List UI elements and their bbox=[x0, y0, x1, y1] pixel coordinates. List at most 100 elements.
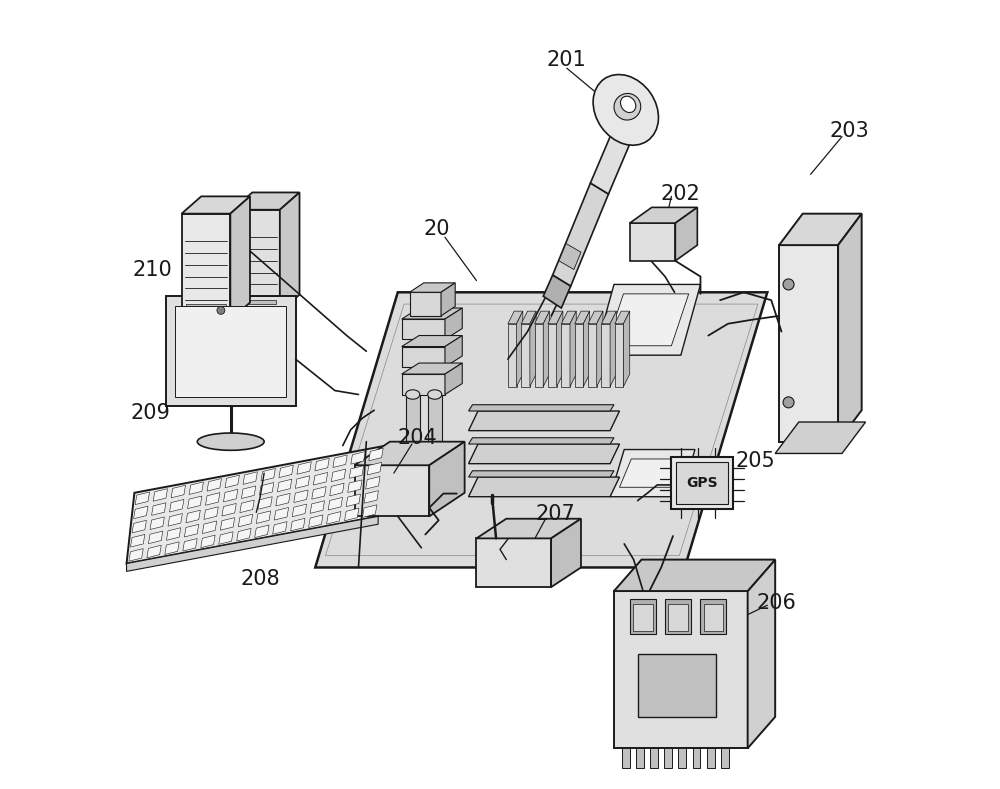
Ellipse shape bbox=[614, 93, 641, 120]
Polygon shape bbox=[148, 531, 163, 544]
Polygon shape bbox=[367, 462, 382, 475]
Polygon shape bbox=[561, 323, 570, 387]
Polygon shape bbox=[348, 480, 362, 492]
Polygon shape bbox=[366, 477, 380, 489]
Polygon shape bbox=[622, 748, 630, 768]
Polygon shape bbox=[255, 525, 269, 537]
Polygon shape bbox=[508, 323, 517, 387]
Polygon shape bbox=[127, 516, 378, 571]
Polygon shape bbox=[219, 532, 233, 544]
Polygon shape bbox=[636, 748, 644, 768]
Polygon shape bbox=[206, 492, 220, 505]
Polygon shape bbox=[521, 311, 536, 323]
Polygon shape bbox=[548, 311, 563, 323]
Polygon shape bbox=[614, 559, 775, 591]
Polygon shape bbox=[575, 311, 590, 323]
Polygon shape bbox=[182, 214, 230, 320]
Polygon shape bbox=[273, 522, 287, 534]
Polygon shape bbox=[186, 304, 226, 308]
Polygon shape bbox=[222, 503, 236, 516]
Polygon shape bbox=[838, 214, 862, 442]
Polygon shape bbox=[623, 311, 630, 387]
Polygon shape bbox=[601, 311, 616, 323]
Text: 208: 208 bbox=[240, 569, 280, 589]
Polygon shape bbox=[521, 323, 530, 387]
Polygon shape bbox=[779, 245, 838, 442]
Polygon shape bbox=[620, 459, 683, 488]
Circle shape bbox=[783, 397, 794, 408]
Polygon shape bbox=[402, 335, 462, 346]
Polygon shape bbox=[240, 500, 254, 513]
Polygon shape bbox=[615, 311, 630, 323]
Polygon shape bbox=[237, 529, 251, 541]
Polygon shape bbox=[665, 599, 691, 634]
Polygon shape bbox=[333, 455, 347, 468]
Polygon shape bbox=[132, 520, 146, 533]
Polygon shape bbox=[704, 604, 723, 631]
Polygon shape bbox=[175, 305, 286, 397]
Polygon shape bbox=[184, 525, 199, 537]
Polygon shape bbox=[292, 504, 307, 517]
Polygon shape bbox=[779, 214, 862, 245]
Polygon shape bbox=[668, 604, 688, 631]
Polygon shape bbox=[152, 503, 166, 515]
Polygon shape bbox=[276, 493, 290, 506]
Polygon shape bbox=[168, 514, 182, 526]
Polygon shape bbox=[188, 496, 202, 509]
Polygon shape bbox=[134, 507, 148, 518]
Polygon shape bbox=[615, 323, 623, 387]
Text: 203: 203 bbox=[830, 122, 870, 141]
Polygon shape bbox=[535, 323, 543, 387]
Polygon shape bbox=[476, 518, 581, 538]
Polygon shape bbox=[165, 542, 179, 555]
Polygon shape bbox=[183, 539, 197, 551]
Polygon shape bbox=[147, 545, 161, 558]
Text: 20: 20 bbox=[424, 219, 450, 239]
Polygon shape bbox=[557, 311, 563, 387]
Polygon shape bbox=[594, 284, 700, 355]
Polygon shape bbox=[258, 497, 272, 509]
Polygon shape bbox=[294, 490, 308, 503]
Polygon shape bbox=[166, 528, 181, 540]
Polygon shape bbox=[241, 486, 256, 499]
Polygon shape bbox=[402, 374, 445, 394]
Polygon shape bbox=[243, 472, 257, 484]
Polygon shape bbox=[721, 748, 729, 768]
Polygon shape bbox=[406, 394, 420, 442]
Polygon shape bbox=[325, 304, 758, 555]
Text: 201: 201 bbox=[547, 50, 587, 70]
Polygon shape bbox=[328, 497, 343, 510]
Polygon shape bbox=[220, 518, 235, 530]
Polygon shape bbox=[606, 294, 689, 346]
Polygon shape bbox=[310, 501, 325, 514]
Polygon shape bbox=[204, 507, 218, 519]
Polygon shape bbox=[331, 469, 346, 481]
Text: 206: 206 bbox=[757, 593, 797, 613]
Polygon shape bbox=[675, 208, 697, 261]
Polygon shape bbox=[676, 462, 728, 504]
Ellipse shape bbox=[593, 74, 658, 145]
Polygon shape bbox=[410, 282, 455, 292]
Polygon shape bbox=[597, 311, 603, 387]
Polygon shape bbox=[223, 489, 238, 502]
Polygon shape bbox=[402, 346, 445, 367]
Polygon shape bbox=[259, 483, 274, 495]
Polygon shape bbox=[551, 518, 581, 587]
Polygon shape bbox=[469, 438, 614, 444]
Polygon shape bbox=[153, 488, 168, 501]
Polygon shape bbox=[233, 193, 300, 210]
Ellipse shape bbox=[406, 390, 420, 399]
Polygon shape bbox=[650, 748, 658, 768]
Polygon shape bbox=[170, 499, 184, 512]
Polygon shape bbox=[548, 323, 557, 387]
Polygon shape bbox=[570, 311, 576, 387]
Polygon shape bbox=[182, 196, 250, 214]
Polygon shape bbox=[543, 311, 550, 387]
Text: 205: 205 bbox=[736, 451, 775, 471]
Polygon shape bbox=[775, 422, 866, 454]
Polygon shape bbox=[543, 275, 571, 308]
Polygon shape bbox=[575, 323, 583, 387]
Polygon shape bbox=[130, 534, 145, 547]
Polygon shape bbox=[315, 458, 329, 471]
Polygon shape bbox=[410, 292, 441, 316]
